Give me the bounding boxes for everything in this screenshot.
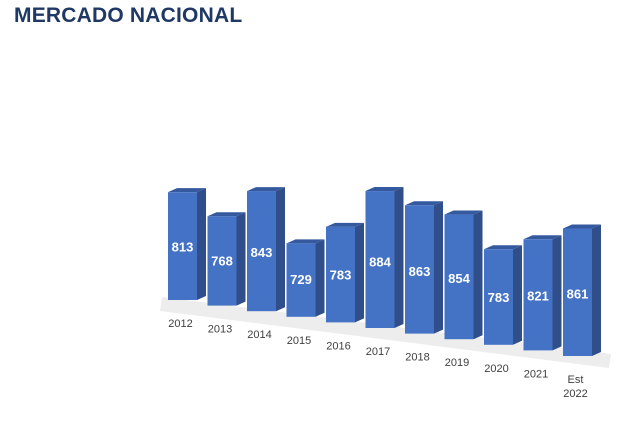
bar-front: [444, 214, 474, 340]
bar-side: [276, 187, 285, 312]
bar-2014: 843: [247, 187, 285, 312]
chart-floor: [160, 297, 611, 368]
data-label: 813: [172, 239, 194, 254]
bar-2016: 783: [326, 222, 364, 323]
data-label: 861: [567, 287, 589, 302]
tick-label: 2019: [445, 357, 469, 369]
bar-front: [168, 192, 197, 300]
bar-front: [365, 191, 395, 328]
data-label: 783: [488, 290, 510, 305]
bar-front: [207, 216, 237, 306]
bar-side: [197, 188, 206, 300]
data-label: 854: [448, 271, 470, 286]
bar-2015: 729: [286, 239, 325, 317]
bar-2017: 884: [365, 187, 404, 328]
tick-label: 2017: [366, 346, 390, 358]
tick-label: 2015: [287, 335, 311, 347]
bar-side: [592, 224, 601, 356]
data-label: 821: [527, 288, 549, 303]
tick-label: 2020: [484, 363, 508, 375]
bar-side: [513, 245, 522, 345]
data-label: 884: [369, 254, 391, 269]
bar-2020: 783: [484, 245, 522, 345]
bar-2012: 813: [168, 188, 206, 300]
bar-top: [405, 201, 443, 206]
tick-label: 2014: [247, 329, 271, 341]
bar-2013: 768: [207, 212, 246, 306]
tick-label: 2016: [326, 340, 350, 352]
tick-label: 2018: [405, 352, 429, 364]
bar-side: [552, 235, 562, 351]
bar-2018: 863: [405, 201, 443, 334]
bar-front: [405, 205, 434, 334]
bar-top: [444, 210, 483, 215]
bar-top: [563, 224, 601, 229]
chart-title: MERCADO NACIONAL: [14, 4, 243, 27]
bar-front: [247, 191, 276, 312]
bar-top: [523, 235, 562, 240]
tick-label: Est 2022: [563, 374, 587, 400]
bar-top: [365, 187, 404, 192]
bar-top: [326, 222, 364, 227]
bar-top: [168, 188, 206, 193]
bar-side: [315, 239, 325, 317]
bar-2019: 854: [444, 210, 483, 340]
bar-top: [207, 212, 246, 217]
bar-top: [247, 187, 285, 192]
bar-top: [484, 245, 522, 250]
tick-label: 2013: [208, 324, 232, 336]
tick-label: 2012: [168, 318, 192, 330]
bar-front: [286, 243, 316, 317]
data-label: 843: [251, 245, 273, 260]
bar-est-2022: 861: [563, 224, 601, 356]
tick-label: 2021: [524, 368, 548, 380]
bar-side: [394, 187, 404, 328]
bar-front: [523, 239, 553, 351]
data-label: 783: [330, 267, 352, 282]
bar-side: [355, 222, 364, 323]
bar-top: [286, 239, 325, 244]
bar-front: [326, 226, 355, 323]
data-label: 729: [290, 272, 312, 287]
bar-side: [434, 201, 443, 334]
bar-front: [563, 228, 592, 356]
bar-2021: 821: [523, 235, 562, 351]
data-label: 768: [211, 253, 233, 268]
bar-side: [236, 212, 246, 306]
data-label: 863: [409, 264, 431, 279]
bar-series: 813 768 843 729 783 884 863 854 783 821 861: [168, 187, 601, 356]
bar-front: [484, 249, 513, 345]
bar-side: [473, 210, 483, 340]
